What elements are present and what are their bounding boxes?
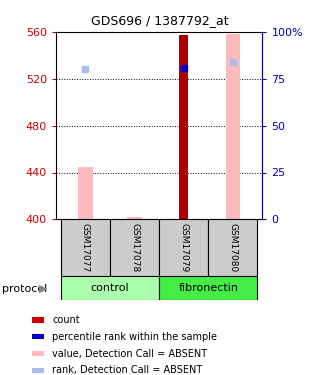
Bar xyxy=(226,34,240,219)
Text: GSM17079: GSM17079 xyxy=(179,223,188,272)
Text: rank, Detection Call = ABSENT: rank, Detection Call = ABSENT xyxy=(52,366,203,375)
Text: control: control xyxy=(91,283,129,293)
Text: GSM17077: GSM17077 xyxy=(81,223,90,272)
Text: protocol: protocol xyxy=(2,284,47,294)
Bar xyxy=(110,219,159,276)
Bar xyxy=(127,217,142,219)
Bar xyxy=(61,276,159,300)
Bar xyxy=(159,276,258,300)
Text: ▶: ▶ xyxy=(39,284,47,294)
Text: percentile rank within the sample: percentile rank within the sample xyxy=(52,332,217,342)
Bar xyxy=(61,219,110,276)
Text: GDS696 / 1387792_at: GDS696 / 1387792_at xyxy=(91,14,229,27)
Bar xyxy=(208,219,258,276)
Bar xyxy=(179,35,188,219)
Text: fibronectin: fibronectin xyxy=(178,283,238,293)
Text: count: count xyxy=(52,315,80,325)
Bar xyxy=(159,219,208,276)
Text: GSM17080: GSM17080 xyxy=(228,223,237,272)
Text: GSM17078: GSM17078 xyxy=(130,223,139,272)
Text: value, Detection Call = ABSENT: value, Detection Call = ABSENT xyxy=(52,349,207,358)
Bar xyxy=(78,166,93,219)
